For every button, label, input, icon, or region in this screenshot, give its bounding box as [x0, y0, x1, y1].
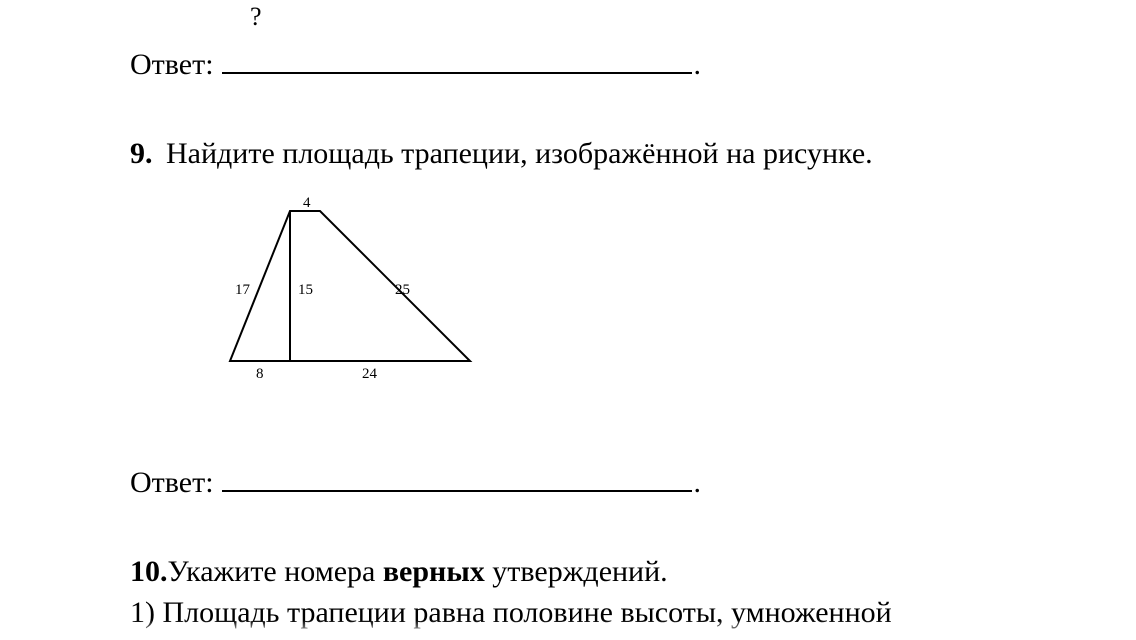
- label-top-4: 4: [303, 195, 311, 211]
- problem-10-text-bold: верных: [383, 555, 485, 588]
- answer-dot: .: [694, 463, 702, 502]
- answer-dot: .: [694, 45, 702, 84]
- trapezoid-outline: [230, 211, 470, 361]
- label-bottom-left-8: 8: [256, 366, 264, 382]
- problem-10-text: Укажите номера верных утверждений.: [168, 552, 1136, 591]
- answer-label: Ответ:: [130, 45, 214, 84]
- problem-number-10: 10.: [130, 552, 168, 591]
- answer-blank-line[interactable]: [222, 461, 692, 492]
- label-bottom-right-24: 24: [362, 366, 378, 382]
- problem-10-text-b: утверждений.: [485, 555, 668, 588]
- problem-9-text: Найдите площадь трапеции, изображённой н…: [166, 134, 1136, 173]
- problem-10-text-a: Укажите номера: [168, 555, 383, 588]
- label-left-17: 17: [235, 282, 251, 298]
- problem-10: 10. Укажите номера верных утверждений.: [130, 552, 1136, 591]
- problem-9: 9. Найдите площадь трапеции, изображённо…: [130, 134, 1136, 173]
- label-height-15: 15: [298, 282, 313, 298]
- answer-blank-line[interactable]: [222, 44, 692, 75]
- problem-9-figure: 4 17 15 25 8 24: [180, 181, 1136, 401]
- problem-number-9: 9.: [130, 134, 166, 173]
- trapezoid-svg: 4 17 15 25 8 24: [180, 181, 500, 391]
- answer-label: Ответ:: [130, 463, 214, 502]
- label-right-25: 25: [395, 282, 410, 298]
- answer-row-9: Ответ: .: [130, 461, 1136, 502]
- partial-question-mark: ?: [250, 0, 1136, 34]
- worksheet-page: ? Ответ: . 9. Найдите площадь трапеции, …: [0, 0, 1136, 632]
- problem-10-item-1: 1) Площадь трапеции равна половине высот…: [130, 593, 1136, 632]
- answer-row-prev: Ответ: .: [130, 44, 1136, 85]
